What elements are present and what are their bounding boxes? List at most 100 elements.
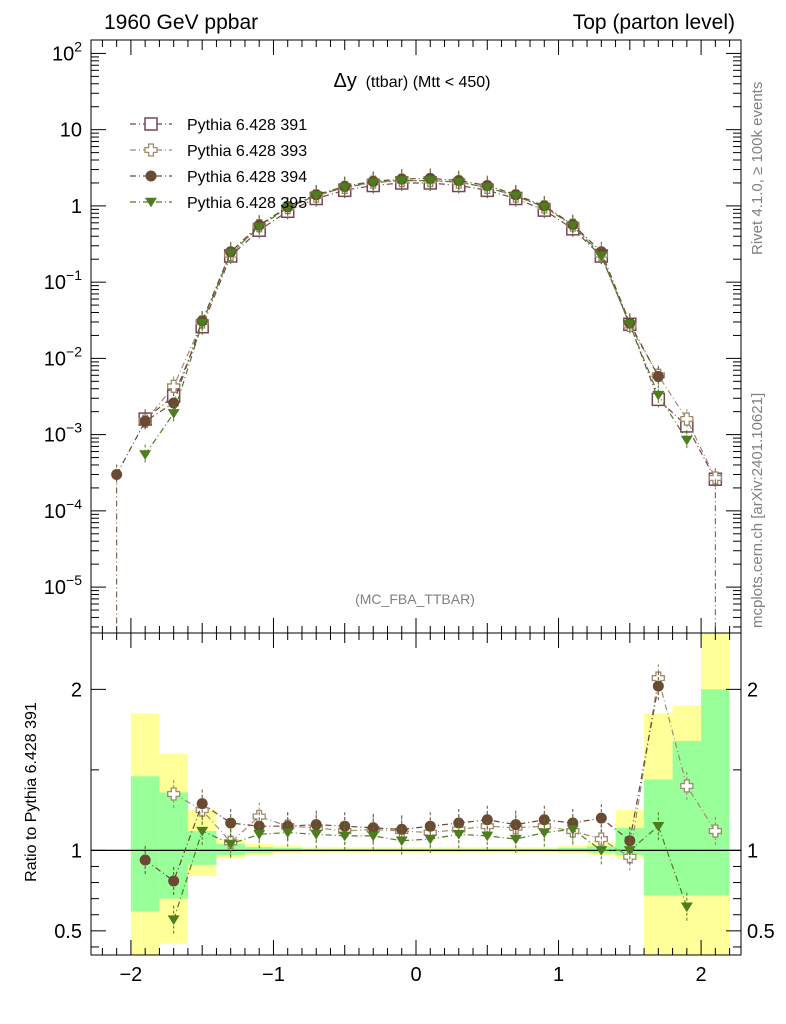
main-ytick-label: 10−4: [44, 496, 82, 523]
main-ytick-label-base: 10: [44, 272, 66, 294]
data-point: [139, 450, 152, 460]
rivet-version-label: Rivet 4.1.0, ≥ 100k events: [749, 82, 766, 255]
ratio-ytick-label-right: 2: [747, 679, 758, 701]
uncertainty-band-green: [187, 831, 217, 865]
ratio-data-point: [224, 839, 237, 850]
ratio-data-point: [595, 846, 608, 856]
legend-entry-0: Pythia 6.428 391: [130, 117, 307, 134]
ratio-series-1: [139, 672, 664, 895]
data-point: [167, 379, 181, 393]
uncertainty-band-green: [672, 740, 702, 896]
ratio-data-point: [481, 814, 493, 826]
ratio-data-point: [509, 834, 522, 845]
ratio-ytick-label-right: 0.5: [747, 921, 775, 943]
data-point: [253, 222, 266, 233]
data-point: [168, 397, 180, 409]
uncertainty-band-green: [701, 689, 730, 896]
data-point: [281, 203, 294, 214]
data-point: [652, 390, 665, 401]
data-point: [509, 191, 522, 202]
ratio-data-point: [339, 820, 351, 832]
ratio-data-point: [680, 902, 693, 913]
plot-title-sub: (ttbar) (Mtt < 450): [366, 74, 491, 91]
data-point: [652, 370, 664, 382]
main-ytick-label-base: 10: [44, 501, 66, 523]
ratio-data-point: [566, 825, 579, 835]
legend-marker: [144, 143, 158, 157]
series-line: [116, 177, 659, 475]
legend-label: Pythia 6.428 391: [187, 117, 307, 134]
series-line: [144, 180, 716, 479]
mcplots-label: mcplots.cern.ch [arXiv:2401.10621]: [749, 393, 766, 628]
series-0: [138, 173, 723, 490]
data-point: [595, 251, 608, 262]
data-point: [566, 221, 579, 232]
analysis-watermark: (MC_FBA_TTBAR): [355, 591, 475, 607]
ratio-xtick-label: 2: [696, 964, 707, 986]
ratio-data-point: [281, 828, 294, 839]
main-ytick-label-base: 10: [44, 425, 66, 447]
ratio-data-point: [310, 819, 322, 831]
ratio-data-point: [510, 819, 522, 831]
legend-label: Pythia 6.428 393: [187, 143, 307, 160]
ratio-ytick-label: 1: [71, 840, 82, 862]
main-ytick-label-exp: −2: [66, 343, 82, 359]
ratio-data-point: [623, 846, 636, 856]
data-point: [338, 183, 351, 193]
ratio-data-point: [139, 854, 151, 866]
ratio-frame: [90, 632, 742, 956]
ratio-data-point: [196, 826, 209, 837]
plot-title-main: Δy: [333, 70, 356, 92]
ratio-ytick-label: 0.5: [54, 921, 82, 943]
ratio-ytick-label-right: 1: [747, 840, 758, 862]
ratio-xtick-label: −2: [120, 964, 143, 986]
ratio-data-point: [424, 834, 437, 845]
ratio-data-point: [167, 915, 180, 925]
data-point: [538, 202, 551, 213]
data-point: [310, 191, 323, 201]
legend-label: Pythia 6.428 395: [187, 195, 307, 212]
data-point: [424, 176, 437, 186]
main-ytick-label-exp: −5: [66, 572, 82, 588]
ratio-data-point: [481, 831, 494, 842]
ratio-data-point: [310, 830, 323, 840]
legend-entry-3: Pythia 6.428 395: [130, 195, 307, 212]
ratio-panel: 0.5 0.5 1 1 2 2 −2 −1 0 1 2: [54, 632, 775, 986]
ratio-data-point: [367, 831, 380, 842]
ratio-data-point: [652, 680, 664, 692]
data-point: [367, 178, 380, 189]
main-ytick-label-exp: −4: [66, 496, 82, 512]
plot-title: Δy (ttbar) (Mtt < 450): [333, 70, 490, 92]
ratio-xtick-label: −1: [262, 964, 285, 986]
series-2: [111, 168, 664, 485]
header-right-label: Top (parton level): [573, 11, 735, 34]
ratio-data-point: [196, 798, 208, 810]
ratio-data-point: [680, 779, 694, 793]
legend-entry-1: Pythia 6.428 393: [130, 143, 307, 160]
data-point: [680, 412, 694, 426]
main-ytick-label-base: 1: [71, 196, 82, 218]
series-line: [144, 180, 688, 455]
main-ytick-label-exp: 2: [74, 38, 82, 54]
main-ytick-label: 10−5: [44, 572, 82, 599]
data-point: [139, 415, 151, 427]
ratio-data-point: [624, 835, 636, 847]
main-ytick-label-base: 10: [52, 43, 74, 65]
uncertainty-band-green: [130, 776, 160, 912]
main-ytick-label: 10−3: [44, 420, 82, 447]
legend-marker: [145, 170, 157, 182]
legend: Pythia 6.428 391 Pythia 6.428 393 Pythia 6…: [130, 117, 307, 212]
data-point: [196, 318, 209, 329]
ratio-data-point: [652, 822, 665, 832]
data-point: [680, 435, 693, 446]
main-ytick-label-base: 10: [44, 577, 66, 599]
header-left-label: 1960 GeV ppbar: [104, 11, 258, 34]
ratio-data-point: [167, 787, 181, 801]
legend-label: Pythia 6.428 394: [187, 169, 307, 186]
data-point: [708, 471, 722, 485]
main-ytick-label-exp: −3: [66, 420, 82, 436]
ratio-data-point: [452, 830, 465, 840]
main-ytick-label-base: 10: [60, 120, 82, 142]
